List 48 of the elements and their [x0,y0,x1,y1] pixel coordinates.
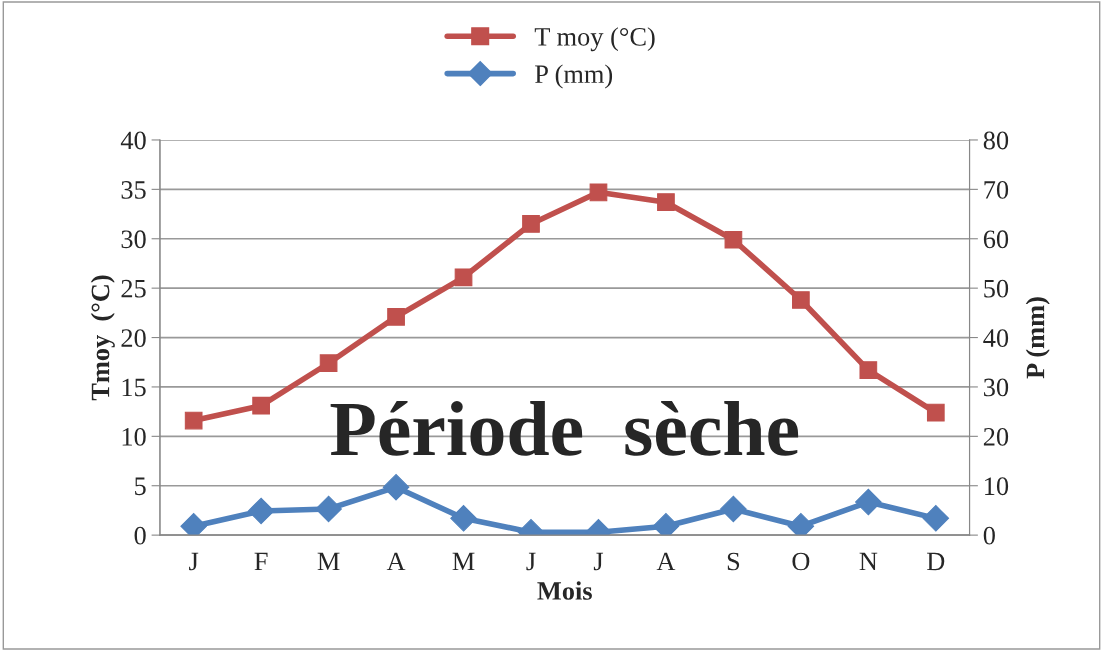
x-tick-label: S [727,552,740,571]
point [792,291,810,309]
y2-axis-title: P (mm) [1025,297,1050,379]
x-tick-label: A [656,552,676,571]
y2-tick-label: 60 [983,230,1009,249]
x-axis-title: Mois [537,581,592,600]
y-tick-label: 20 [121,329,146,347]
y2-tick-label: 80 [983,131,1009,150]
y-tick-label: 10 [122,427,146,446]
y-tick-label: 40 [120,131,146,150]
y2-tick-label: 70 [984,180,1009,199]
y2-tick-label: 10 [985,477,1009,496]
annotation: Période sèche [330,400,799,456]
point [454,268,473,287]
y2-tick-label: 0 [983,526,995,545]
y2-tick-label: 50 [984,279,1009,298]
x-tick-label: M [452,552,475,571]
x-tick-label: D [927,552,945,571]
y-axis-title: Tmoy (°C) [90,275,115,401]
legend-label: T moy (°C) [534,27,655,52]
y2-tick-label: 30 [983,378,1009,397]
x-tick-label: N [859,552,878,571]
point [589,183,608,202]
y-tick-label: 35 [121,181,146,199]
x-tick-label: F [254,552,268,571]
x-tick-label: J [593,552,604,571]
x-tick-label: A [386,552,406,571]
x-tick-label: J [189,552,199,571]
x-tick-label: M [317,552,340,571]
y-tick-label: 0 [134,526,146,545]
point [387,307,405,326]
point [657,193,675,212]
y-tick-label: 15 [122,378,146,397]
point [184,411,203,430]
y2-tick-label: 40 [983,329,1009,347]
point [522,215,540,233]
point [859,361,878,379]
x-tick-label: O [792,552,810,571]
legend-label: P (mm) [535,64,613,89]
y-tick-label: 25 [121,279,146,298]
point [926,403,945,422]
y-tick-label: 5 [135,477,146,496]
point [319,354,338,373]
x-tick-label: J [526,552,536,571]
point [724,230,743,249]
y-tick-label: 30 [121,230,146,249]
point [252,396,270,415]
y2-tick-label: 20 [983,427,1009,446]
